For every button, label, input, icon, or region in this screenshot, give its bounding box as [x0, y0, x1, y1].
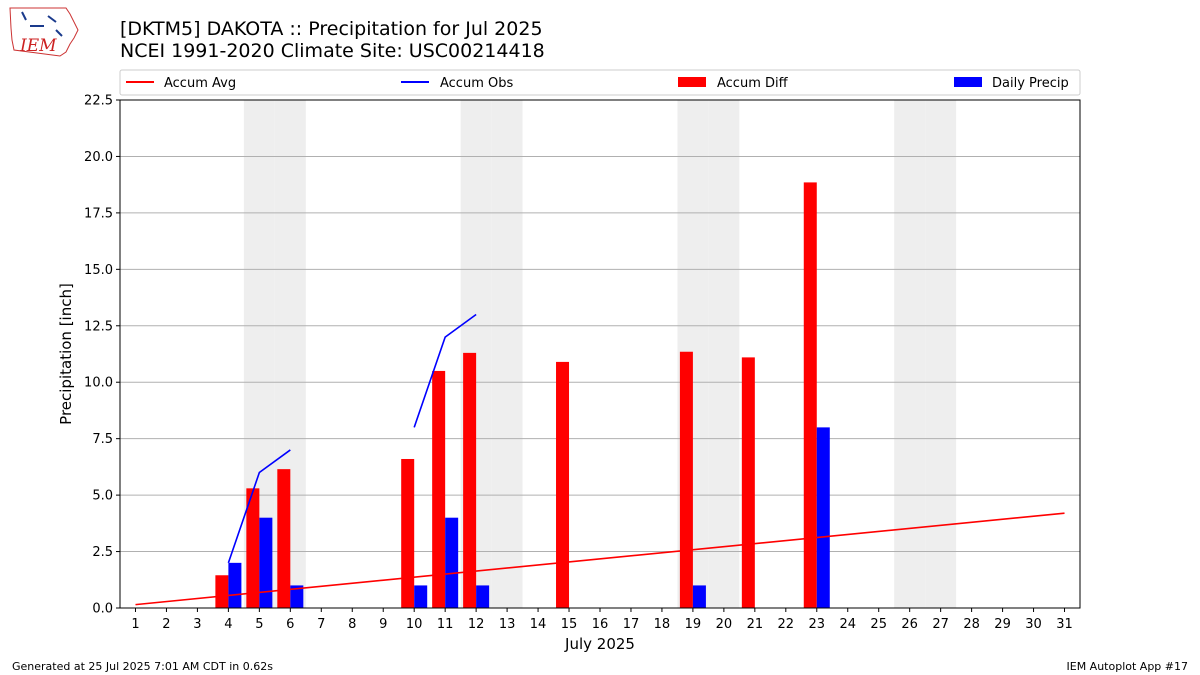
x-tick-label-14: 14 [530, 617, 547, 632]
accum-obs-line-segment-0 [227, 449, 291, 564]
legend-box [119, 69, 1081, 96]
x-tick-label-23: 23 [809, 617, 826, 632]
x-tick-label-12: 12 [468, 617, 485, 632]
daily-precip-bar-day-11 [445, 517, 459, 608]
daily-precip-bar-day-23 [816, 427, 830, 608]
x-tick-label-9: 9 [379, 617, 387, 632]
x-tick-label-29: 29 [994, 617, 1011, 632]
x-tick-label-28: 28 [963, 617, 980, 632]
weekend-shade-day-13 [491, 100, 523, 608]
x-tick-label-5: 5 [255, 617, 263, 632]
x-tick-label-16: 16 [592, 617, 609, 632]
legend-swatch-accum-diff [678, 77, 706, 87]
x-tick-label-6: 6 [286, 617, 294, 632]
iem-logo: IEM [9, 7, 79, 57]
y-tick-label-4: 10.0 [84, 376, 113, 391]
accum-diff-bar-day-10 [401, 458, 415, 608]
y-tick-label-7: 17.5 [84, 206, 113, 221]
legend-label-accum-obs: Accum Obs [440, 76, 513, 91]
bars [215, 182, 830, 609]
accum-avg-line [135, 512, 1065, 606]
x-tick-label-10: 10 [406, 617, 423, 632]
y-tick-label-9: 22.5 [84, 94, 113, 109]
weekend-shade-day-20 [708, 100, 740, 608]
x-tick-label-31: 31 [1056, 617, 1073, 632]
accum-diff-bar-day-12 [463, 352, 477, 608]
x-tick-label-17: 17 [623, 617, 640, 632]
x-tick-label-2: 2 [162, 617, 170, 632]
y-tick-label-8: 20.0 [84, 150, 113, 165]
weather-icon [21, 11, 63, 37]
accum-diff-bar-day-23 [803, 182, 817, 609]
x-tick-label-19: 19 [685, 617, 702, 632]
x-tick-label-15: 15 [561, 617, 578, 632]
x-axis-label: July 2025 [564, 635, 635, 653]
x-tick-label-27: 27 [932, 617, 949, 632]
y-tick-label-0: 0.0 [92, 602, 113, 617]
x-tick-label-26: 26 [901, 617, 918, 632]
axis-ticks: 0.02.55.07.510.012.515.017.520.022.51 2 3 4… [84, 94, 1073, 633]
accum-diff-bar-day-5 [246, 488, 260, 608]
y-tick-label-6: 15.0 [84, 263, 113, 278]
daily-precip-bar-day-10 [414, 585, 428, 608]
y-axis-label: Precipitation [inch] [57, 283, 75, 425]
x-tick-label-11: 11 [437, 617, 454, 632]
x-tick-label-3: 3 [193, 617, 201, 632]
x-tick-label-21: 21 [747, 617, 764, 632]
daily-precip-bar-day-5 [259, 517, 273, 608]
accum-diff-bar-day-6 [277, 469, 291, 608]
legend-label-accum-diff: Accum Diff [717, 76, 789, 91]
weekend-shading [243, 100, 957, 608]
daily-precip-bar-day-12 [476, 585, 490, 608]
x-tick-label-24: 24 [839, 617, 856, 632]
x-tick-label-8: 8 [348, 617, 356, 632]
y-tick-label-1: 2.5 [92, 545, 113, 560]
accum-obs-line-segment-1 [413, 313, 477, 428]
accum-diff-bar-day-21 [741, 357, 755, 608]
daily-precip-bar-day-4 [228, 562, 242, 608]
x-tick-label-4: 4 [224, 617, 232, 632]
accum-diff-bar-day-19 [679, 351, 693, 608]
accum-diff-bar-day-11 [432, 370, 446, 608]
iowa-map-outline [9, 7, 79, 57]
x-tick-label-7: 7 [317, 617, 325, 632]
x-tick-label-30: 30 [1025, 617, 1042, 632]
footer-app: IEM Autoplot App #17 [1067, 660, 1189, 673]
daily-precip-bar-day-6 [290, 585, 304, 608]
daily-precip-bar-day-19 [692, 585, 706, 608]
y-tick-label-3: 7.5 [92, 432, 113, 447]
weekend-shade-day-27 [925, 100, 957, 608]
footer-generated: Generated at 25 Jul 2025 7:01 AM CDT in … [12, 660, 273, 673]
y-tick-label-5: 12.5 [84, 319, 113, 334]
x-tick-label-13: 13 [499, 617, 516, 632]
legend-label-daily-precip: Daily Precip [992, 76, 1069, 91]
chart-subtitle: NCEI 1991-2020 Climate Site: USC00214418 [120, 40, 545, 62]
accum-diff-bar-day-4 [215, 575, 229, 608]
chart-title: [DKTM5] DAKOTA :: Precipitation for Jul … [120, 18, 543, 40]
accum-diff-bar-day-15 [556, 361, 570, 608]
x-tick-label-1: 1 [131, 617, 139, 632]
weekend-shade-day-26 [894, 100, 926, 608]
y-tick-label-2: 5.0 [92, 489, 113, 504]
x-tick-label-18: 18 [654, 617, 671, 632]
lines [135, 313, 1065, 606]
x-tick-label-22: 22 [778, 617, 795, 632]
x-tick-label-20: 20 [716, 617, 733, 632]
legend-swatch-daily-precip [954, 77, 982, 87]
legend: Accum Avg Accum Obs Accum Diff Daily Pre… [119, 69, 1081, 96]
logo-text: IEM [19, 36, 57, 56]
legend-label-accum-avg: Accum Avg [164, 76, 236, 91]
x-tick-label-25: 25 [870, 617, 887, 632]
